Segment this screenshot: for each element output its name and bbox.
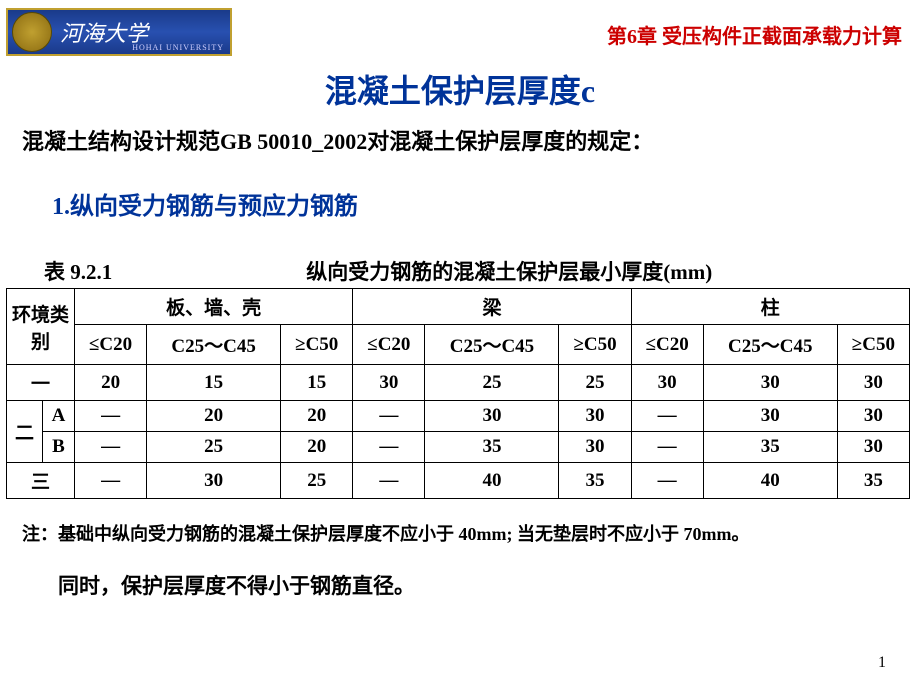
table-head: 环境类别 板、墙、壳 梁 柱 ≤C20 C25～C45 ≥C50 ≤C20 C2… [7, 289, 910, 365]
cell: — [75, 463, 147, 499]
cell: 35 [559, 463, 631, 499]
table-row: 三 — 30 25 — 40 35 — 40 35 [7, 463, 910, 499]
row-label: 三 [7, 463, 75, 499]
table-subheader-row: ≤C20 C25～C45 ≥C50 ≤C20 C25～C45 ≥C50 ≤C20… [7, 325, 910, 365]
table-title: 纵向受力钢筋的混凝土保护层最小厚度(mm) [179, 256, 839, 286]
sub-header: C25～C45 [703, 325, 837, 365]
cell: 30 [147, 463, 281, 499]
sub-header: ≥C50 [837, 325, 909, 365]
cell: 30 [837, 432, 909, 463]
cell: 30 [425, 401, 559, 432]
subtitle: 混凝土结构设计规范GB 50010_2002对混凝土保护层厚度的规定： [22, 124, 653, 156]
cell: — [631, 401, 703, 432]
row-label: 一 [7, 365, 75, 401]
sub-header: ≥C50 [281, 325, 353, 365]
cell: 35 [425, 432, 559, 463]
cell: — [75, 432, 147, 463]
page-title: 混凝土保护层厚度c [0, 66, 920, 112]
cell: 30 [837, 401, 909, 432]
table-row: 一 20 15 15 30 25 25 30 30 30 [7, 365, 910, 401]
cell: 25 [147, 432, 281, 463]
table-row: B — 25 20 — 35 30 — 35 30 [7, 432, 910, 463]
sub-header: C25～C45 [425, 325, 559, 365]
bottom-remark: 同时，保护层厚度不得小于钢筋直径。 [58, 570, 415, 600]
row-sublabel: B [43, 432, 75, 463]
cell: 25 [559, 365, 631, 401]
cell: 30 [703, 401, 837, 432]
cell: 30 [837, 365, 909, 401]
cell: 40 [703, 463, 837, 499]
university-seal-icon [12, 12, 52, 52]
page-number: 1 [878, 654, 886, 672]
cell: 35 [837, 463, 909, 499]
table-note: 注：基础中纵向受力钢筋的混凝土保护层厚度不应小于 40mm; 当无垫层时不应小于… [22, 520, 749, 546]
cell: 20 [147, 401, 281, 432]
sub-header: ≤C20 [353, 325, 425, 365]
table-body: 一 20 15 15 30 25 25 30 30 30 二 A — 20 20… [7, 365, 910, 499]
row-sublabel: A [43, 401, 75, 432]
university-logo-bar: 河海大学 HOHAI UNIVERSITY [6, 8, 232, 56]
group-header: 板、墙、壳 [75, 289, 353, 325]
sub-header: C25～C45 [147, 325, 281, 365]
sub-header: ≤C20 [631, 325, 703, 365]
sub-header: ≤C20 [75, 325, 147, 365]
sub-header: ≥C50 [559, 325, 631, 365]
cell: — [631, 463, 703, 499]
cell: 20 [281, 401, 353, 432]
chapter-label: 第6章 受压构件正截面承载力计算 [607, 20, 902, 49]
group-header: 柱 [631, 289, 909, 325]
cell: 15 [281, 365, 353, 401]
group-header: 梁 [353, 289, 631, 325]
cell: 35 [703, 432, 837, 463]
cell: 25 [281, 463, 353, 499]
section-heading: 1.纵向受力钢筋与预应力钢筋 [52, 186, 358, 221]
table-group-header-row: 环境类别 板、墙、壳 梁 柱 [7, 289, 910, 325]
cell: 30 [353, 365, 425, 401]
table-row: 二 A — 20 20 — 30 30 — 30 30 [7, 401, 910, 432]
cell: 20 [281, 432, 353, 463]
cell: — [353, 463, 425, 499]
cell: 30 [559, 401, 631, 432]
cell: 30 [703, 365, 837, 401]
cell: — [353, 401, 425, 432]
row-label: 二 [7, 401, 43, 463]
cell: 20 [75, 365, 147, 401]
cell: — [75, 401, 147, 432]
university-name-en: HOHAI UNIVERSITY [132, 43, 224, 52]
table-number: 表 9.2.1 [44, 256, 174, 286]
cell: 15 [147, 365, 281, 401]
cover-thickness-table: 环境类别 板、墙、壳 梁 柱 ≤C20 C25～C45 ≥C50 ≤C20 C2… [6, 288, 910, 499]
cell: — [631, 432, 703, 463]
cell: — [353, 432, 425, 463]
row-header-cell: 环境类别 [7, 289, 75, 365]
table-caption: 表 9.2.1 纵向受力钢筋的混凝土保护层最小厚度(mm) [44, 256, 884, 286]
cell: 30 [559, 432, 631, 463]
cell: 30 [631, 365, 703, 401]
cell: 40 [425, 463, 559, 499]
cell: 25 [425, 365, 559, 401]
